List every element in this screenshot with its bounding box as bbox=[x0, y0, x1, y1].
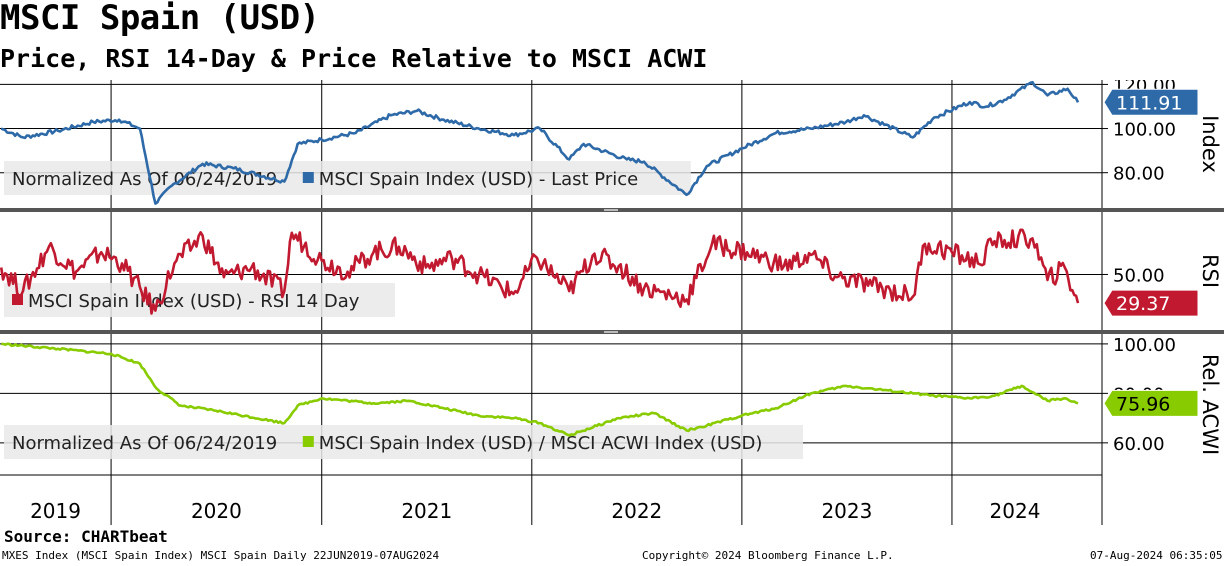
rsi-tick-label-0: 50.00 bbox=[1113, 265, 1165, 286]
chart-title: MSCI Spain (USD) bbox=[0, 0, 320, 38]
source-note: Source: CHARTbeat bbox=[4, 527, 168, 546]
rsi-last-value-label: 29.37 bbox=[1116, 293, 1170, 315]
timestamp: 07-Aug-2024 06:35:05 bbox=[1090, 549, 1223, 562]
price-legend-series-name: MSCI Spain Index (USD) - Last Price bbox=[319, 169, 638, 190]
price-last-value-label: 111.91 bbox=[1116, 92, 1182, 114]
ticker-info: MXES Index (MSCI Spain Index) MSCI Spain… bbox=[2, 549, 440, 562]
relative-tick-label-2: 100.00 bbox=[1113, 335, 1176, 356]
legend-layer: Normalized As Of 06/24/2019 MSCI Spain In… bbox=[4, 161, 803, 459]
divider-grip-0 bbox=[604, 209, 618, 211]
relative-legend-box bbox=[4, 425, 803, 459]
price-series-line bbox=[0, 80, 1080, 205]
year-label-2019: 2019 bbox=[30, 499, 81, 523]
chart-subtitle: Price, RSI 14-Day & Price Relative to MS… bbox=[0, 44, 708, 73]
axis-layer: 2019 2020 2021 2022 2023 202480.00100.00120.0… bbox=[0, 80, 1224, 525]
relative-legend-prefix: Normalized As Of 06/24/2019 bbox=[12, 433, 277, 454]
copyright-note: Copyright© 2024 Bloomberg Finance L.P. bbox=[642, 549, 894, 562]
rsi-legend-series-name: MSCI Spain Index (USD) - RSI 14 Day bbox=[28, 291, 360, 312]
year-label-2022: 2022 bbox=[611, 499, 662, 523]
relative-series-line bbox=[1, 342, 1079, 437]
relative-axis-label: Rel. ACWI bbox=[1198, 354, 1222, 455]
rsi-axis-label: RSI bbox=[1198, 254, 1222, 288]
rsi-legend-box bbox=[4, 283, 395, 317]
divider-grip-1 bbox=[604, 331, 618, 333]
relative-last-value-badge bbox=[1103, 389, 1199, 417]
price-tick-label-1: 100.00 bbox=[1113, 120, 1176, 141]
rsi-legend-swatch bbox=[12, 294, 23, 305]
series-layer bbox=[0, 80, 1080, 437]
price-legend-swatch bbox=[302, 172, 314, 183]
relative-tick-label-0: 60.00 bbox=[1113, 434, 1165, 455]
relative-legend-series-name: MSCI Spain Index (USD) / MSCI ACWI Index… bbox=[319, 433, 763, 454]
price-tick-label-0: 80.00 bbox=[1113, 164, 1165, 185]
price-legend-box bbox=[4, 161, 691, 195]
relative-legend-swatch bbox=[302, 436, 314, 447]
year-label-2024: 2024 bbox=[990, 499, 1041, 523]
year-label-2021: 2021 bbox=[401, 499, 452, 523]
rsi-last-value-badge bbox=[1103, 289, 1199, 317]
relative-last-value-label: 75.96 bbox=[1116, 393, 1170, 415]
rsi-series-line bbox=[0, 228, 1080, 315]
year-label-2023: 2023 bbox=[821, 499, 872, 523]
price-axis-label: Index bbox=[1198, 115, 1222, 173]
year-label-2020: 2020 bbox=[191, 499, 242, 523]
price-legend-prefix: Normalized As Of 06/24/2019 bbox=[12, 169, 277, 190]
chart-area: Normalized As Of 06/24/2019 MSCI Spain In… bbox=[0, 80, 1224, 525]
price-last-value-badge bbox=[1103, 88, 1199, 116]
